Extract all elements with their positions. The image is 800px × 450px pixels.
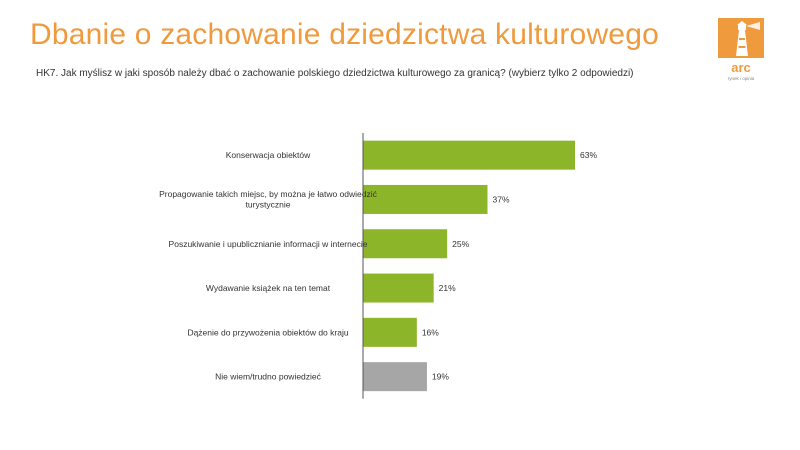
value-label-1: 37%: [493, 194, 510, 204]
value-label-5: 19%: [432, 372, 449, 382]
logo-text: arc: [731, 60, 751, 75]
bars-group: [363, 140, 575, 392]
category-label-5: Nie wiem/trudno powiedzieć: [215, 372, 322, 382]
value-label-4: 16%: [422, 327, 439, 337]
value-labels-group: 63% 37% 25% 21% 16% 19%: [422, 150, 598, 382]
bar-0: [363, 140, 575, 170]
category-label-1: Propagowanie takich miejsc, by można je …: [159, 189, 378, 210]
value-label-3: 21%: [439, 283, 456, 293]
arc-logo: arc rynek i opinia: [718, 18, 764, 81]
bar-5: [363, 362, 427, 392]
category-label-line: Dążenie do przywożenia obiektów do kraju: [187, 327, 348, 337]
bar-1: [363, 184, 488, 214]
category-label-line: Wydawanie książek na ten temat: [206, 283, 331, 293]
category-label-line: Konserwacja obiektów: [226, 150, 311, 160]
page-title: Dbanie o zachowanie dziedzictwa kulturow…: [30, 18, 659, 51]
category-label-0: Konserwacja obiektów: [226, 150, 311, 160]
logo-tagline: rynek i opinia: [728, 76, 755, 81]
category-label-line: turystycznie: [246, 200, 291, 210]
survey-question: HK7. Jak myślisz w jaki sposób należy db…: [36, 68, 634, 79]
bar-3: [363, 273, 434, 303]
value-label-0: 63%: [580, 150, 597, 160]
category-label-2: Poszukiwanie i upublicznianie informacji…: [169, 239, 368, 249]
lighthouse-icon: [736, 21, 760, 56]
category-label-3: Wydawanie książek na ten temat: [206, 283, 331, 293]
bar-4: [363, 317, 417, 347]
bar-2: [363, 229, 448, 259]
category-labels-group: Konserwacja obiektów Propagowanie takich …: [159, 150, 378, 382]
value-label-2: 25%: [452, 239, 469, 249]
category-label-line: Propagowanie takich miejsc, by można je …: [159, 189, 378, 199]
category-label-line: Nie wiem/trudno powiedzieć: [215, 372, 322, 382]
category-label-line: Poszukiwanie i upublicznianie informacji…: [169, 239, 368, 249]
category-label-4: Dążenie do przywożenia obiektów do kraju: [187, 327, 348, 337]
